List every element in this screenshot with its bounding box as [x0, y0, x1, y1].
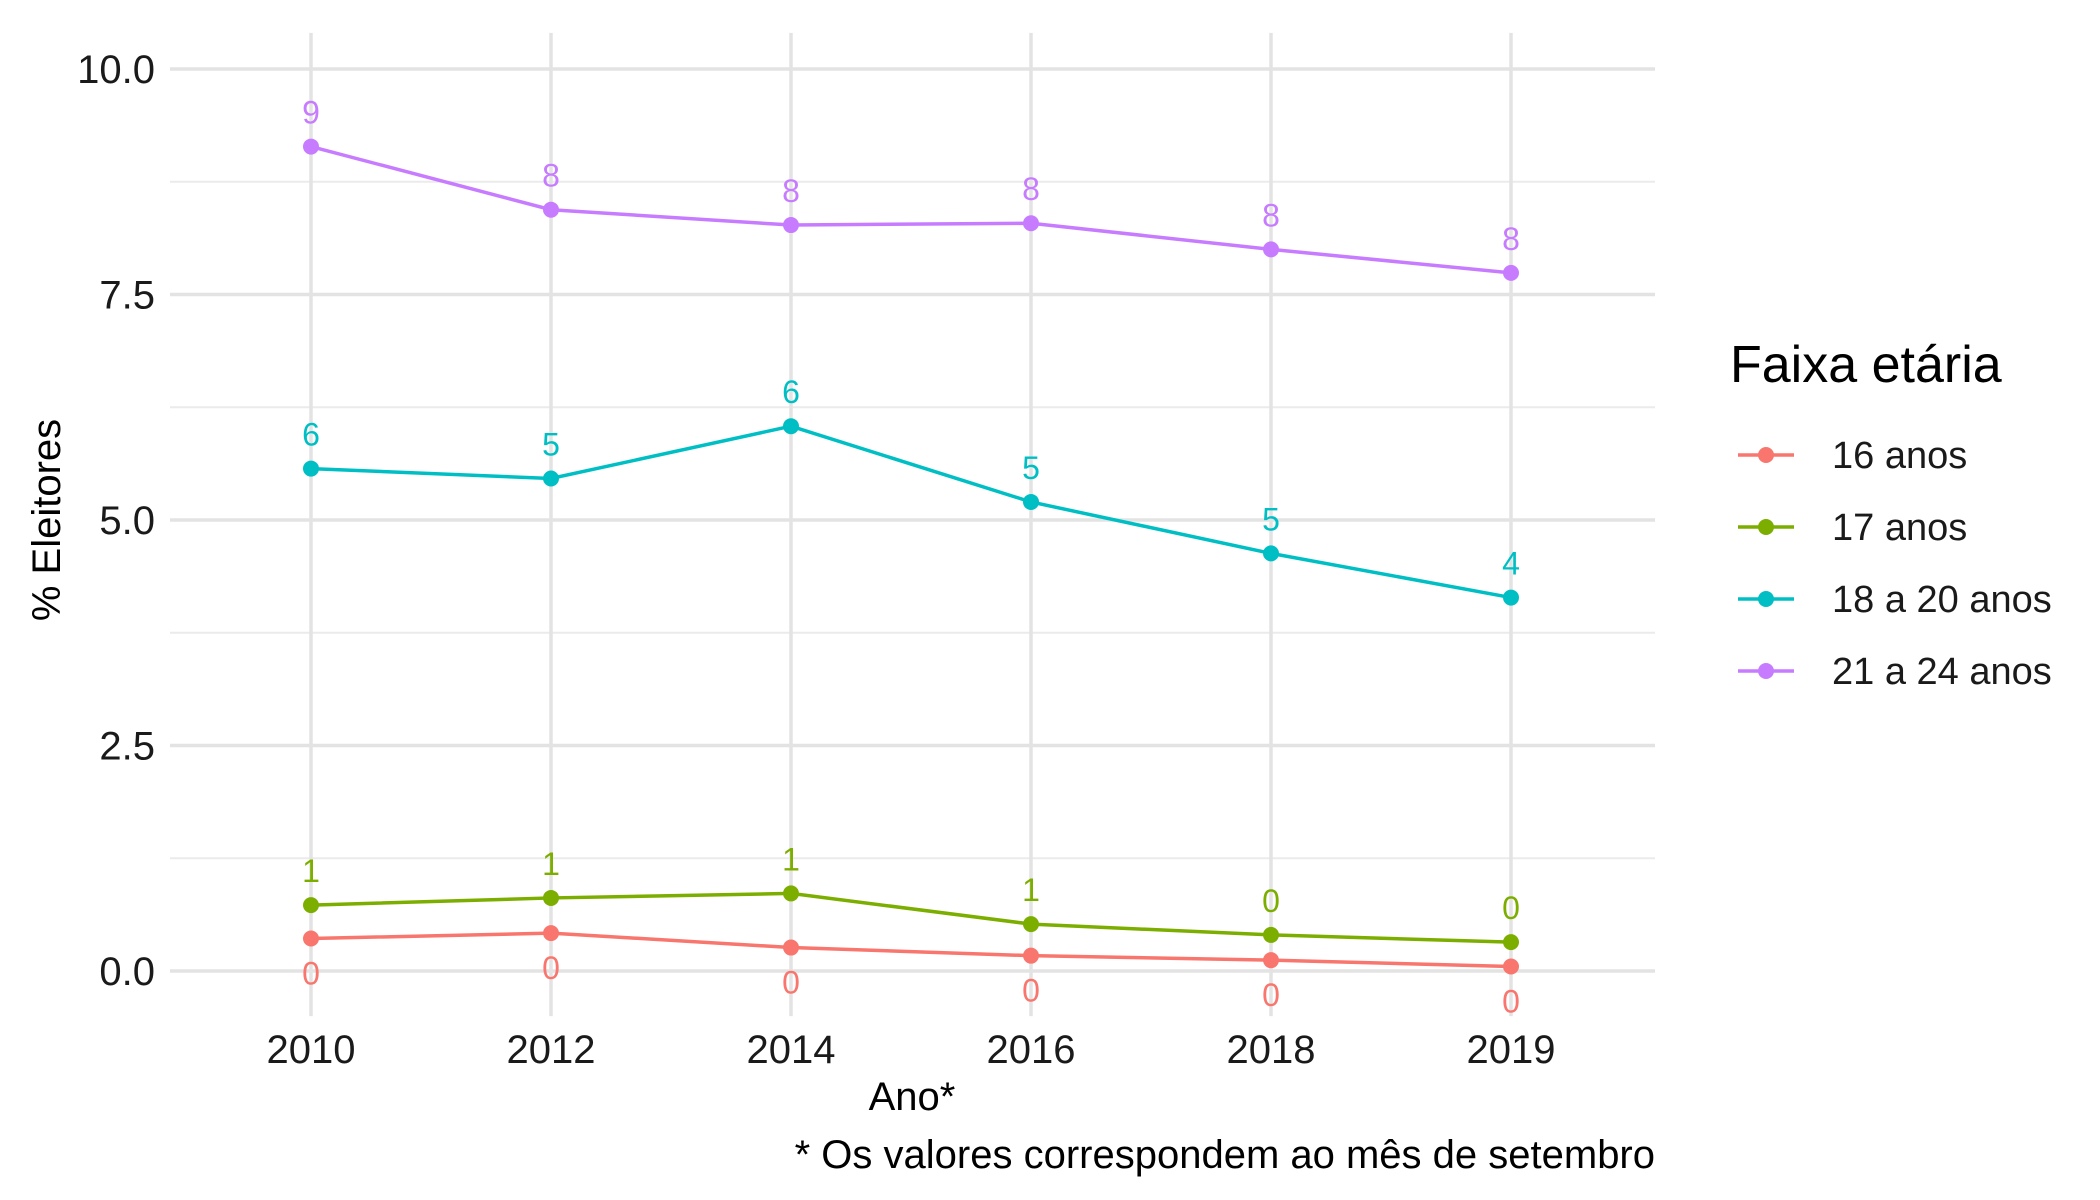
x-tick-label: 2010 — [267, 1028, 356, 1072]
data-label: 5 — [1262, 501, 1280, 537]
series-0: 0 0 0 0 0 0 — [302, 925, 1520, 1019]
data-label: 0 — [1502, 890, 1520, 926]
data-label: 1 — [1022, 872, 1040, 908]
y-tick-label: 0.0 — [99, 950, 155, 994]
data-point — [1503, 264, 1519, 281]
legend-key-point — [1758, 591, 1774, 607]
legend-label: 18 a 20 anos — [1832, 579, 2052, 621]
y-tick-label: 2.5 — [99, 725, 155, 769]
data-label: 1 — [542, 846, 560, 882]
series-2: 6 5 6 5 5 4 — [302, 374, 1520, 606]
data-point — [1263, 241, 1279, 258]
x-axis-title: Ano* — [869, 1075, 956, 1119]
major-gridlines — [170, 32, 1655, 1017]
legend-items: 16 anos 17 anos 18 a 20 anos 21 a 24 anos — [1738, 435, 2052, 693]
data-point — [1263, 545, 1279, 562]
data-label: 4 — [1502, 546, 1520, 582]
data-label: 8 — [782, 173, 800, 209]
x-tick-label: 2019 — [1467, 1028, 1556, 1072]
legend-item: 16 anos — [1738, 435, 1967, 477]
legend-label: 21 a 24 anos — [1832, 651, 2052, 693]
series-3: 9 8 8 8 8 8 — [302, 95, 1520, 281]
data-point — [783, 217, 799, 234]
data-label: 0 — [782, 965, 800, 1001]
data-point — [1263, 952, 1279, 969]
data-label: 5 — [542, 427, 560, 463]
data-label: 5 — [1022, 450, 1040, 486]
y-axis-ticks: 0.0 2.5 5.0 7.5 10.0 — [77, 48, 155, 994]
data-point — [1023, 215, 1039, 232]
x-tick-label: 2016 — [987, 1028, 1076, 1072]
y-tick-label: 10.0 — [77, 48, 155, 92]
data-label: 0 — [1262, 977, 1280, 1013]
data-label: 0 — [1262, 883, 1280, 919]
legend-label: 16 anos — [1832, 435, 1967, 477]
data-point — [783, 418, 799, 435]
data-point — [1503, 589, 1519, 606]
data-point — [783, 939, 799, 956]
data-point — [1503, 958, 1519, 975]
series-line — [310, 931, 1512, 969]
data-label: 8 — [1502, 221, 1520, 257]
data-label: 1 — [302, 853, 320, 889]
y-tick-label: 7.5 — [99, 274, 155, 318]
data-label: 8 — [1022, 171, 1040, 207]
data-label: 0 — [302, 956, 320, 992]
legend-label: 17 anos — [1832, 507, 1967, 549]
data-point — [1023, 493, 1039, 510]
data-label: 6 — [782, 374, 800, 410]
legend-item: 17 anos — [1738, 507, 1967, 549]
data-point — [543, 925, 559, 942]
legend-item: 18 a 20 anos — [1738, 579, 2052, 621]
series-layer: 0 0 0 0 0 0 1 1 1 1 0 0 6 5 6 5 5 4 9 8 8 8 8 8 — [302, 95, 1520, 1020]
series-1: 1 1 1 1 0 0 — [302, 841, 1520, 951]
series-line — [310, 144, 1512, 275]
data-label: 9 — [302, 95, 320, 131]
data-point — [303, 897, 319, 914]
legend-key-point — [1758, 447, 1774, 463]
data-point — [1263, 926, 1279, 943]
data-label: 8 — [1262, 197, 1280, 233]
data-point — [543, 470, 559, 487]
data-point — [783, 885, 799, 902]
data-point — [543, 201, 559, 218]
series-line — [310, 424, 1512, 600]
minor-gridlines — [170, 180, 1655, 860]
x-tick-label: 2012 — [507, 1028, 596, 1072]
data-label: 0 — [542, 950, 560, 986]
x-tick-label: 2018 — [1227, 1028, 1316, 1072]
data-point — [1503, 934, 1519, 951]
series-line — [310, 891, 1512, 944]
legend-key-point — [1758, 663, 1774, 679]
x-tick-label: 2014 — [747, 1028, 836, 1072]
chart-caption: * Os valores correspondem ao mês de sete… — [795, 1133, 1655, 1177]
data-label: 6 — [302, 417, 320, 453]
data-point — [1023, 947, 1039, 964]
legend: Faixa etária 16 anos 17 anos 18 a 20 anos 2… — [1730, 336, 2052, 693]
data-label: 0 — [1502, 983, 1520, 1019]
data-point — [543, 889, 559, 906]
data-point — [303, 930, 319, 947]
legend-item: 21 a 24 anos — [1738, 651, 2052, 693]
data-point — [1023, 916, 1039, 933]
data-label: 0 — [1022, 973, 1040, 1009]
data-point — [303, 138, 319, 155]
data-label: 8 — [542, 158, 560, 194]
data-point — [303, 460, 319, 477]
y-axis-title: % Eleitores — [25, 419, 69, 621]
legend-title: Faixa etária — [1730, 336, 2002, 394]
legend-key-point — [1758, 519, 1774, 535]
y-tick-label: 5.0 — [99, 499, 155, 543]
data-label: 1 — [782, 841, 800, 877]
x-axis-ticks: 2010 2012 2014 2016 2018 2019 — [267, 1028, 1556, 1072]
